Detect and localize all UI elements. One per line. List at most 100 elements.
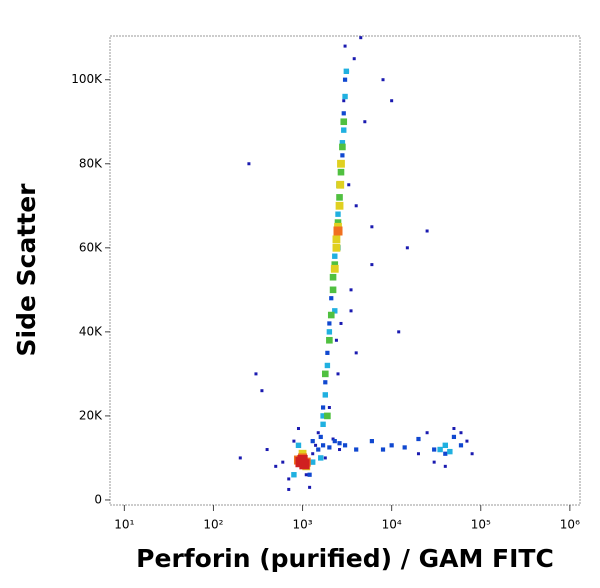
point <box>327 406 331 410</box>
point <box>332 235 341 244</box>
point <box>416 436 421 442</box>
point <box>432 447 437 452</box>
point <box>310 439 315 444</box>
point <box>332 243 341 252</box>
point <box>342 93 348 100</box>
point <box>336 372 340 376</box>
point <box>402 445 407 450</box>
y-tick-label: 20K <box>79 408 103 422</box>
point <box>311 452 315 456</box>
point <box>341 111 346 116</box>
point <box>296 427 300 431</box>
point <box>354 204 358 208</box>
y-tick-label: 0 <box>94 492 102 506</box>
point <box>336 180 345 189</box>
point <box>452 427 456 431</box>
point <box>299 459 310 470</box>
point <box>352 57 356 61</box>
point <box>437 446 443 453</box>
point <box>332 439 337 444</box>
point <box>321 370 329 378</box>
point <box>470 452 474 456</box>
point <box>458 443 464 448</box>
point <box>443 464 447 468</box>
point <box>323 456 327 460</box>
point <box>287 487 291 491</box>
point <box>314 443 318 447</box>
point <box>322 392 328 398</box>
point <box>343 68 350 75</box>
point <box>274 464 278 468</box>
point <box>349 288 353 292</box>
point <box>337 168 345 176</box>
point <box>339 321 343 325</box>
point <box>291 472 297 478</box>
point <box>340 118 348 126</box>
point <box>390 99 394 103</box>
point <box>327 445 332 450</box>
point <box>335 201 344 210</box>
x-tick-label: 10⁴ <box>382 518 402 532</box>
point <box>337 441 342 446</box>
point <box>359 36 363 40</box>
point <box>339 140 346 146</box>
point <box>459 431 463 435</box>
point <box>332 253 338 259</box>
point <box>338 448 342 452</box>
point <box>330 264 339 273</box>
plot-frame <box>109 35 581 506</box>
point <box>324 412 331 420</box>
point <box>310 459 316 465</box>
point <box>308 485 312 489</box>
point <box>363 120 367 124</box>
point <box>316 447 321 452</box>
point <box>337 159 345 168</box>
point <box>323 380 328 385</box>
point <box>389 443 394 448</box>
point <box>331 261 339 268</box>
point <box>247 162 251 166</box>
point <box>397 330 401 334</box>
point <box>381 78 385 82</box>
point <box>342 99 346 103</box>
point <box>292 439 296 443</box>
x-tick-label: 10¹ <box>114 518 134 532</box>
point <box>335 211 341 217</box>
point <box>320 421 326 428</box>
point <box>329 273 337 281</box>
point <box>347 183 351 187</box>
point <box>405 246 409 250</box>
point <box>318 434 323 440</box>
x-tick-label: 10³ <box>293 518 313 532</box>
point <box>339 143 346 151</box>
x-tick-label: 10⁶ <box>560 518 580 532</box>
point <box>340 153 345 158</box>
point <box>316 431 320 435</box>
point <box>307 472 312 477</box>
point <box>369 439 374 444</box>
point <box>260 389 264 393</box>
point <box>451 434 457 440</box>
point <box>334 219 342 226</box>
point <box>254 372 258 376</box>
point <box>354 351 358 355</box>
point <box>354 447 359 452</box>
y-tick-label: 100K <box>71 72 103 86</box>
point <box>329 286 337 294</box>
point <box>432 460 436 464</box>
x-axis-title: Perforin (purified) / GAM FITC <box>136 544 554 573</box>
point <box>320 413 326 419</box>
point <box>295 442 302 449</box>
point <box>304 473 308 477</box>
point <box>320 443 326 448</box>
point <box>325 350 330 355</box>
point <box>416 452 420 456</box>
point <box>443 451 448 456</box>
point <box>326 329 333 335</box>
point <box>343 44 347 48</box>
point <box>425 229 429 233</box>
x-tick-label: 10⁵ <box>471 518 491 532</box>
point <box>318 455 324 461</box>
point <box>331 437 335 441</box>
point <box>342 443 348 448</box>
